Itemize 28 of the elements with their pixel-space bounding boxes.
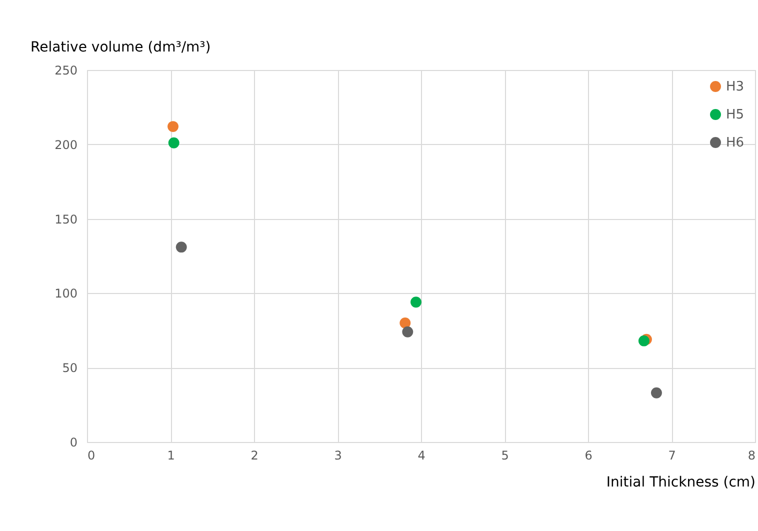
point (168, 137, 180, 148)
y-tick-label: 250 (54, 64, 78, 78)
x-tick-label: 8 (748, 448, 756, 462)
y-tick-label: 200 (54, 138, 78, 152)
y-tick-label: 0 (70, 436, 78, 450)
y-tick-label: 100 (54, 286, 78, 301)
point (402, 326, 414, 338)
x-tick-label: 4 (418, 448, 426, 462)
y-tick-label: 50 (62, 361, 78, 376)
x-tick-label: 5 (501, 448, 509, 462)
x-axis-title: Initial Thickness (cm) (606, 474, 756, 490)
x-tick-label: 3 (334, 448, 342, 462)
point (650, 387, 662, 398)
point (400, 317, 411, 328)
legend-label: H3 (726, 80, 744, 94)
x-tick-label: 2 (250, 448, 258, 462)
point (410, 296, 422, 308)
y-axis-title: Relative volume (dm³/m³) (30, 40, 211, 56)
point (638, 335, 650, 346)
legend-label: H5 (726, 108, 744, 122)
point (168, 121, 178, 132)
point (176, 242, 187, 253)
x-tick-label: 7 (668, 448, 676, 462)
y-tick-label: 150 (54, 212, 78, 226)
legend-label: H6 (726, 136, 744, 150)
x-tick-label: 6 (584, 448, 592, 462)
x-tick-label: 1 (167, 448, 175, 462)
x-tick-label: 0 (88, 448, 96, 462)
